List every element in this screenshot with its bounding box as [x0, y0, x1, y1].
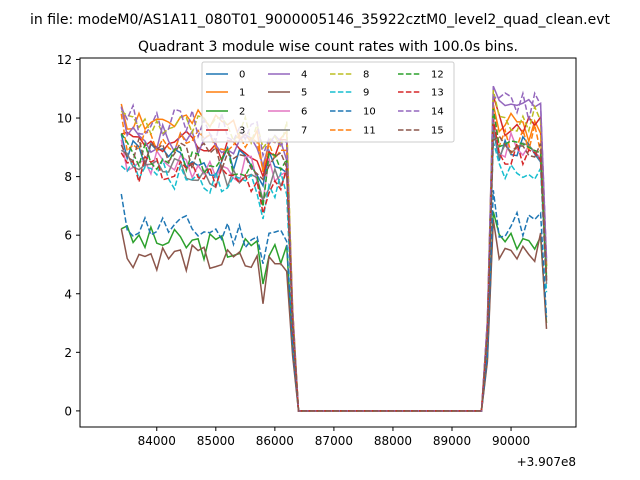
legend-label-15: 15: [431, 126, 444, 137]
y-tick-label: 4: [64, 287, 72, 301]
chart-title: Quadrant 3 module wise count rates with …: [138, 39, 518, 55]
legend-label-6: 6: [301, 107, 307, 118]
legend-label-1: 1: [239, 88, 245, 99]
y-tick-label: 12: [57, 53, 72, 67]
legend-label-4: 4: [301, 70, 307, 81]
series-line-11: [120, 103, 548, 412]
series-line-2: [120, 211, 548, 412]
legend-label-9: 9: [363, 88, 369, 99]
legend-label-7: 7: [301, 126, 307, 137]
legend-label-8: 8: [363, 70, 369, 81]
series-line-15: [120, 135, 548, 412]
legend-label-0: 0: [239, 70, 245, 81]
y-axis-ticks: 0 2 4 6 8 10 12: [57, 53, 80, 418]
x-tick-label: 86000: [256, 434, 294, 448]
x-tick-label: 85000: [197, 434, 235, 448]
legend-label-12: 12: [431, 70, 444, 81]
x-tick-label: 88000: [374, 434, 412, 448]
legend-label-14: 14: [431, 107, 444, 118]
x-tick-label: 84000: [138, 434, 176, 448]
legend-box: [201, 61, 455, 143]
series-lines: [120, 85, 548, 412]
x-axis-offset-label: +3.907e8: [517, 455, 576, 469]
series-line-0: [120, 128, 548, 412]
y-tick-label: 2: [64, 346, 72, 360]
x-axis-ticks: 84000 85000 86000 87000 88000 89000 90000: [138, 427, 530, 448]
series-line-10: [120, 190, 548, 412]
y-tick-label: 6: [64, 229, 72, 243]
y-tick-label: 0: [64, 404, 72, 418]
axes-frame: [79, 57, 577, 428]
legend-label-5: 5: [301, 88, 307, 99]
legend-label-2: 2: [239, 107, 245, 118]
legend-label-11: 11: [363, 126, 376, 137]
y-tick-label: 10: [57, 112, 72, 126]
x-tick-label: 90000: [492, 434, 530, 448]
series-line-13: [120, 119, 548, 412]
legend-label-10: 10: [363, 107, 376, 118]
legend-label-3: 3: [239, 126, 245, 137]
series-line-5: [120, 219, 548, 412]
x-tick-label: 89000: [433, 434, 471, 448]
x-tick-label: 87000: [315, 434, 353, 448]
y-tick-label: 8: [64, 170, 72, 184]
figure-suptitle: in file: modeM0/AS1A11_080T01_9000005146…: [30, 12, 611, 28]
legend-label-13: 13: [431, 88, 444, 99]
series-line-3: [121, 95, 548, 412]
